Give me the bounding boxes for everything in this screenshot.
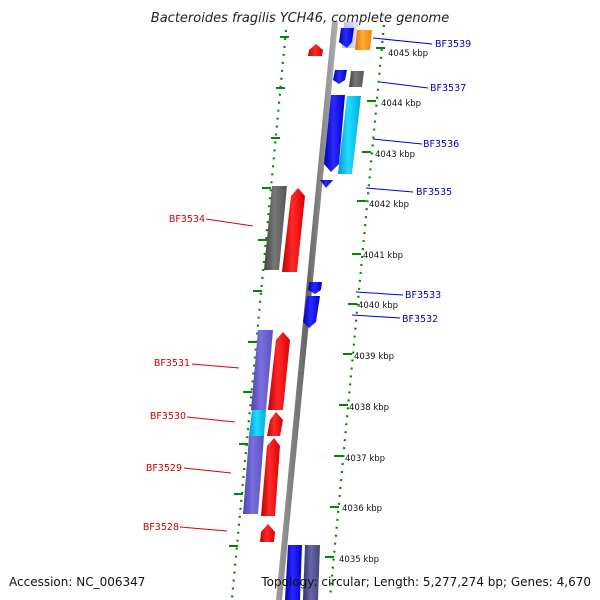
gene-bottom-blue	[285, 545, 302, 600]
gene-bf3535	[320, 180, 333, 188]
gene-bf3531	[268, 332, 290, 410]
gene-bf3530	[267, 412, 283, 436]
gene-bf3539-orange	[355, 30, 372, 50]
gene-bf3531-purple	[251, 330, 273, 410]
scale-label: 4042 kbp	[369, 200, 409, 210]
gene-bf3537-b	[349, 71, 364, 87]
gene-bf3536-b	[338, 96, 361, 174]
gene-bf3536-a	[324, 95, 345, 172]
gene-label-bf3528[interactable]: BF3528	[143, 522, 179, 533]
gene-label-bf3537[interactable]: BF3537	[430, 83, 466, 94]
gene-label-bf3532[interactable]: BF3532	[402, 314, 438, 325]
gene-bf3533	[308, 282, 322, 294]
gene-bf3528	[260, 524, 275, 542]
scale-tick-marks	[325, 47, 385, 558]
gene-label-bf3529[interactable]: BF3529	[146, 463, 182, 474]
gene-top-red	[308, 44, 323, 56]
accession-text: Accession: NC_006347	[9, 575, 145, 589]
gene-bf3529-purple	[243, 436, 264, 514]
scale-label: 4043 kbp	[375, 150, 415, 160]
gene-bf3529	[261, 438, 280, 516]
gene-bottom-slate	[303, 545, 320, 600]
scale-label: 4039 kbp	[354, 352, 394, 362]
scale-label: 4035 kbp	[339, 555, 379, 565]
gene-label-bf3534[interactable]: BF3534	[169, 214, 205, 225]
scale-label: 4045 kbp	[388, 49, 428, 59]
gene-label-bf3536[interactable]: BF3536	[423, 139, 459, 150]
gene-bf3539	[339, 28, 354, 48]
scale-label: 4040 kbp	[358, 301, 398, 311]
gene-bf3534	[282, 188, 305, 272]
gene-bf3537-a	[333, 70, 347, 84]
gene-label-bf3530[interactable]: BF3530	[150, 411, 186, 422]
gene-label-bf3539[interactable]: BF3539	[435, 39, 471, 50]
scale-label: 4036 kbp	[342, 504, 382, 514]
scale-label: 4041 kbp	[363, 251, 403, 261]
forward-label-leaders	[179, 218, 254, 532]
scale-label: 4044 kbp	[381, 99, 421, 109]
gene-label-bf3533[interactable]: BF3533	[405, 290, 441, 301]
reverse-gene-labels: BF3539 BF3537 BF3536 BF3535 BF3533 BF353…	[402, 39, 471, 325]
gene-bf3532	[303, 296, 320, 328]
gene-bf3530-cyan	[249, 410, 266, 436]
gene-bf3534-gray	[264, 186, 287, 270]
scale-label: 4038 kbp	[349, 403, 389, 413]
forward-strand-genes	[243, 44, 323, 542]
scale-labels: 4045 kbp 4044 kbp 4043 kbp 4042 kbp 4041…	[339, 49, 428, 565]
forward-gene-labels: BF3534 BF3531 BF3530 BF3529 BF3528	[143, 214, 205, 533]
reverse-strand-genes	[285, 22, 372, 600]
gene-label-bf3531[interactable]: BF3531	[154, 358, 190, 369]
map-title: Bacteroides fragilis YCH46, complete gen…	[151, 11, 449, 26]
left-tick-marks	[229, 36, 289, 547]
genome-summary-text: Topology: circular; Length: 5,277,274 bp…	[260, 575, 591, 589]
gene-label-bf3535[interactable]: BF3535	[416, 187, 452, 198]
reverse-label-leaders	[351, 37, 433, 319]
scale-label: 4037 kbp	[345, 454, 385, 464]
